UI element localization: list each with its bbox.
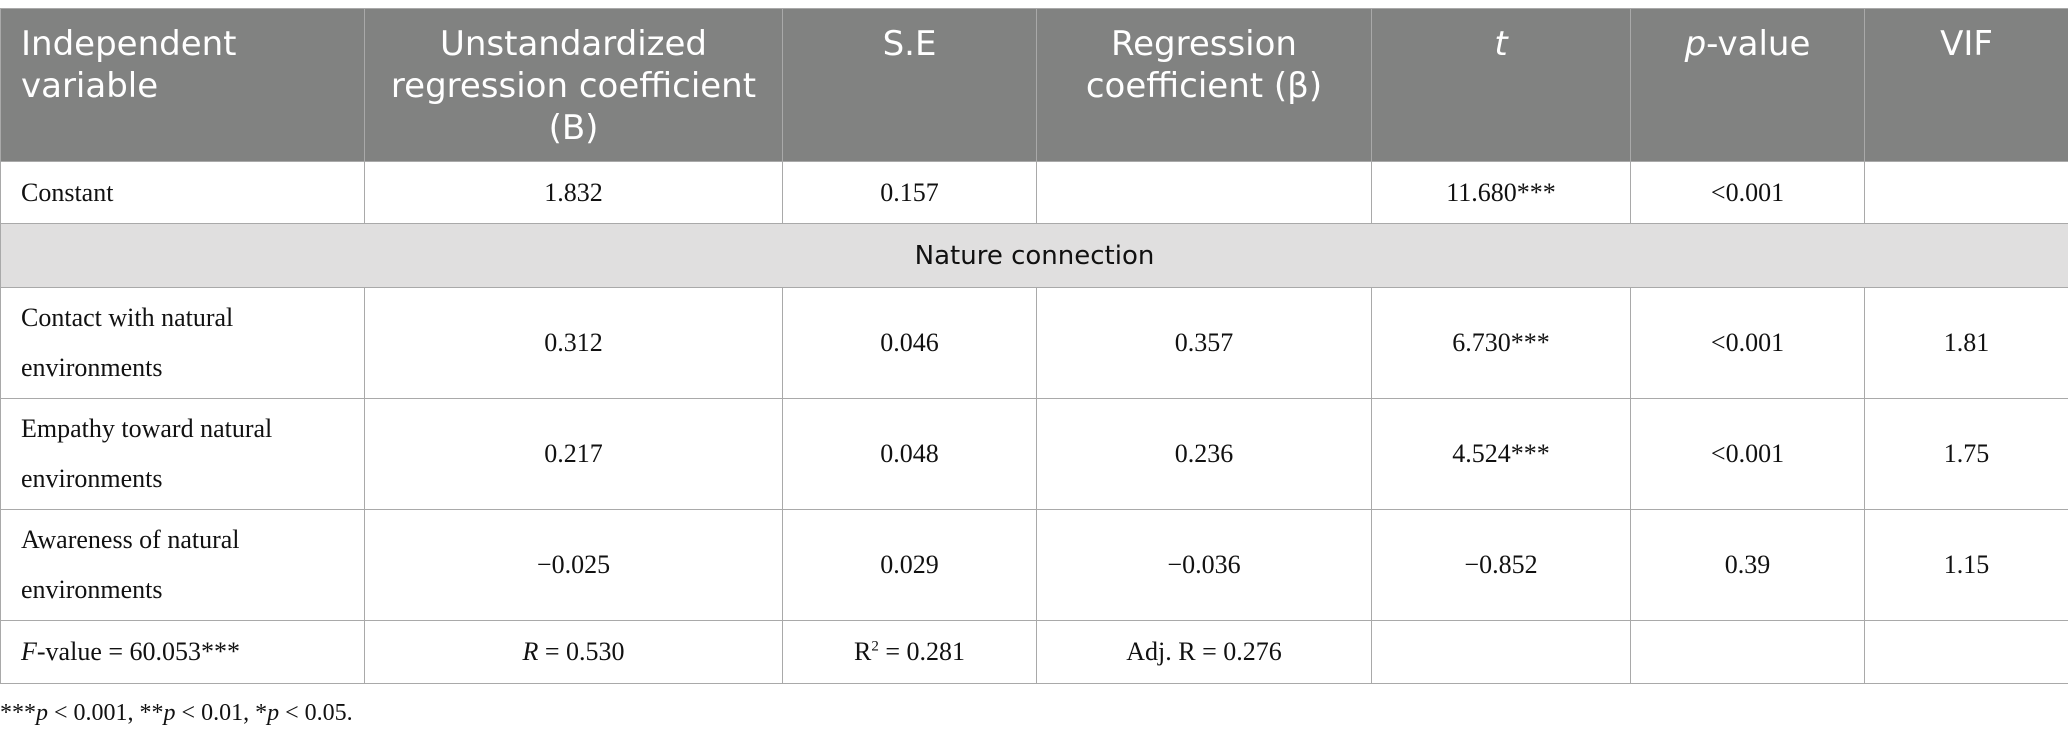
regression-table: Independent variable Unstandardized regr…: [0, 8, 2068, 684]
cell-p: <0.001: [1630, 161, 1865, 224]
cell-empty: [1630, 620, 1865, 684]
table-row: Contact with natural environments 0.312 …: [0, 287, 2068, 399]
r2-superscript: 2: [871, 638, 879, 655]
table-row: Awareness of natural environments −0.025…: [0, 509, 2068, 621]
note-p-2: p: [163, 700, 176, 726]
f-letter: F: [21, 637, 37, 666]
cell-beta: −0.036: [1036, 509, 1372, 621]
cell-vif: 1.75: [1864, 398, 2068, 510]
cell-vif: 1.15: [1864, 509, 2068, 621]
cell-t: 4.524***: [1371, 398, 1631, 510]
cell-label: Contact with natural environments: [0, 287, 365, 399]
header-unstandardized-b: Unstandardized regression coefficient (B…: [364, 8, 783, 162]
header-row: Independent variable Unstandardized regr…: [0, 8, 2068, 162]
cell-se: 0.157: [782, 161, 1037, 224]
cell-beta: [1036, 161, 1372, 224]
header-independent-variable: Independent variable: [0, 8, 365, 162]
header-p-rest: -value: [1706, 24, 1811, 64]
cell-b: −0.025: [364, 509, 783, 621]
cell-label: Awareness of natural environments: [0, 509, 365, 621]
table-row-constant: Constant 1.832 0.157 11.680*** <0.001: [0, 161, 2068, 224]
cell-b: 0.312: [364, 287, 783, 399]
table-row: Empathy toward natural environments 0.21…: [0, 398, 2068, 510]
header-p-letter: p: [1684, 24, 1707, 64]
cell-beta: 0.357: [1036, 287, 1372, 399]
table-footnote: ***p < 0.001, **p < 0.01, *p < 0.05.: [0, 700, 353, 727]
cell-adj-r: Adj. R = 0.276: [1036, 620, 1372, 684]
cell-r: R = 0.530: [364, 620, 783, 684]
r-letter: R: [522, 637, 539, 666]
note-stars-1: ***: [0, 700, 36, 726]
cell-se: 0.046: [782, 287, 1037, 399]
cell-se: 0.048: [782, 398, 1037, 510]
cell-label: Empathy toward natural environments: [0, 398, 365, 510]
table-row-section: Nature connection: [0, 223, 2068, 288]
header-t: t: [1371, 8, 1631, 162]
header-t-label: t: [1494, 24, 1508, 64]
r2-value-text: = 0.281: [878, 637, 965, 666]
cell-b: 0.217: [364, 398, 783, 510]
r-value-text: = 0.530: [538, 637, 625, 666]
r2-base: R: [853, 637, 872, 666]
cell-vif: [1864, 161, 2068, 224]
cell-b: 1.832: [364, 161, 783, 224]
note-threshold-3: < 0.05.: [279, 700, 353, 726]
cell-vif: 1.81: [1864, 287, 2068, 399]
header-p-value: p-value: [1630, 8, 1865, 162]
note-threshold-1: < 0.001, **: [48, 700, 164, 726]
cell-empty: [1371, 620, 1631, 684]
cell-t: −0.852: [1371, 509, 1631, 621]
note-p-3: p: [267, 700, 280, 726]
cell-p: <0.001: [1630, 398, 1865, 510]
cell-se: 0.029: [782, 509, 1037, 621]
cell-label: Constant: [0, 161, 365, 224]
cell-p: <0.001: [1630, 287, 1865, 399]
f-value-text: -value = 60.053***: [36, 637, 241, 666]
cell-r-squared: R2 = 0.281: [782, 620, 1037, 684]
section-heading: Nature connection: [0, 223, 2068, 288]
note-threshold-2: < 0.01, *: [175, 700, 268, 726]
cell-beta: 0.236: [1036, 398, 1372, 510]
table-row-model-fit: F-value = 60.053*** R = 0.530 R2 = 0.281…: [0, 620, 2068, 684]
header-beta: Regression coefficient (β): [1036, 8, 1372, 162]
note-p-1: p: [36, 700, 48, 726]
cell-p: 0.39: [1630, 509, 1865, 621]
cell-empty: [1864, 620, 2068, 684]
cell-t: 11.680***: [1371, 161, 1631, 224]
header-se: S.E: [782, 8, 1037, 162]
cell-f-value: F-value = 60.053***: [0, 620, 365, 684]
cell-t: 6.730***: [1371, 287, 1631, 399]
header-vif: VIF: [1864, 8, 2068, 162]
